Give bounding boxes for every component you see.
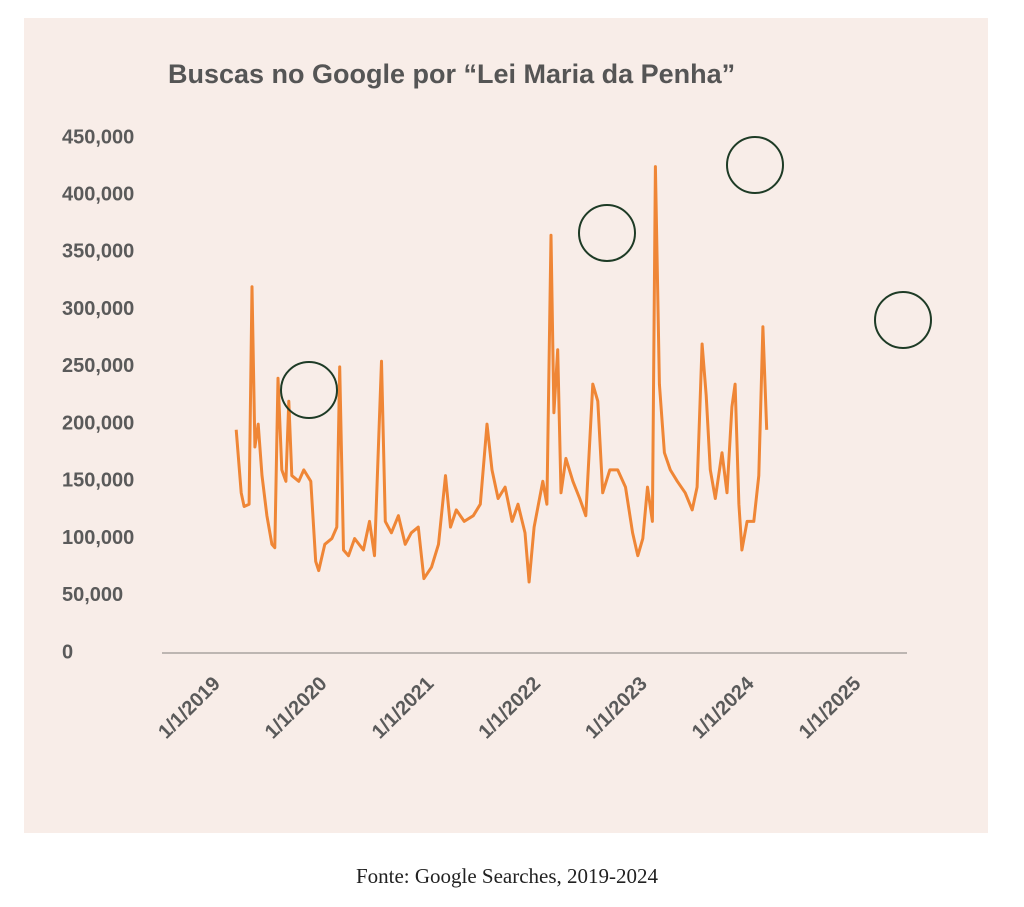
source-caption: Fonte: Google Searches, 2019-2024 xyxy=(356,864,659,888)
y-tick-label: 50,000 xyxy=(62,584,123,606)
circle xyxy=(280,361,338,419)
annotation-circles xyxy=(280,136,932,419)
circle xyxy=(874,291,932,349)
y-tick-label: 400,000 xyxy=(62,184,134,206)
y-tick-label: 0 xyxy=(62,641,73,663)
y-tick-label: 100,000 xyxy=(62,527,134,549)
y-tick-label: 150,000 xyxy=(62,470,134,492)
chart-title: Buscas no Google por “Lei Maria da Penha… xyxy=(168,59,735,89)
y-tick-label: 250,000 xyxy=(62,355,134,377)
y-tick-label: 450,000 xyxy=(62,126,134,148)
chart-panel xyxy=(24,18,988,833)
circle xyxy=(726,136,784,194)
y-tick-label: 200,000 xyxy=(62,412,134,434)
y-tick-label: 300,000 xyxy=(62,298,134,320)
circle xyxy=(578,204,636,262)
data-line xyxy=(234,165,769,584)
y-tick-label: 350,000 xyxy=(62,241,134,263)
